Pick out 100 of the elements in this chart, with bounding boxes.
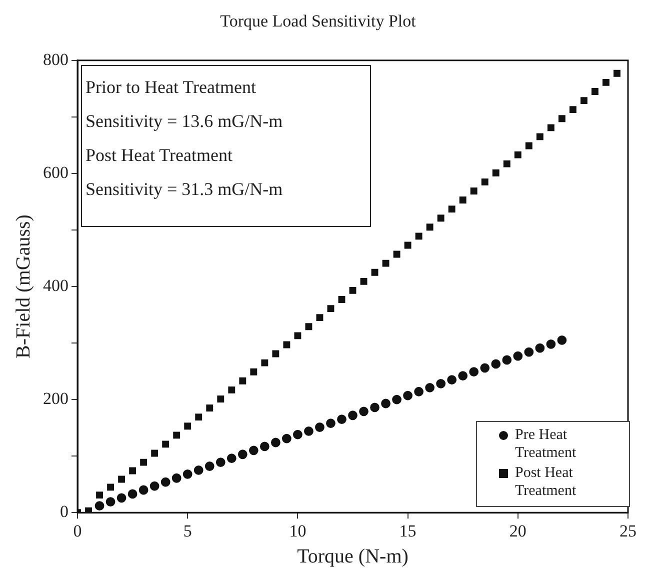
point xyxy=(129,467,136,474)
point xyxy=(261,359,268,366)
annotation: Sensitivity = 13.6 mG/N-m xyxy=(86,110,284,134)
point xyxy=(107,484,114,491)
point xyxy=(558,115,566,122)
point xyxy=(270,438,280,448)
point xyxy=(162,440,170,448)
point xyxy=(403,390,412,400)
x-tick-label: 15 xyxy=(399,521,416,540)
point xyxy=(116,493,126,503)
point xyxy=(393,250,400,258)
point xyxy=(524,347,534,357)
point xyxy=(592,88,598,95)
point xyxy=(381,398,390,408)
point xyxy=(392,394,402,404)
point xyxy=(206,404,214,412)
point xyxy=(195,414,202,421)
point xyxy=(359,406,368,416)
point xyxy=(448,206,456,213)
point xyxy=(217,396,224,402)
point xyxy=(436,379,446,388)
point xyxy=(503,160,510,168)
x-tick-label: 20 xyxy=(509,521,526,540)
point xyxy=(338,296,346,303)
point xyxy=(569,106,576,114)
x-tick-label: 25 xyxy=(620,521,636,540)
point xyxy=(283,341,290,348)
point xyxy=(239,377,246,384)
point xyxy=(85,507,92,513)
point xyxy=(226,454,236,464)
point xyxy=(614,70,620,77)
point xyxy=(370,402,380,412)
point xyxy=(425,382,435,392)
point xyxy=(216,458,226,467)
x-tick-label: 10 xyxy=(289,521,306,540)
point xyxy=(414,386,424,396)
point xyxy=(304,426,314,436)
y-axis-title: B-Field (mGauss) xyxy=(12,214,34,358)
point xyxy=(491,359,501,369)
point xyxy=(238,450,248,460)
annotation: Prior to Heat Treatment xyxy=(86,76,257,100)
point xyxy=(492,169,500,176)
point xyxy=(602,78,610,86)
point xyxy=(316,314,324,322)
point xyxy=(305,323,312,330)
point xyxy=(469,367,479,377)
y-tick-label: 0 xyxy=(60,502,68,522)
point xyxy=(514,151,522,158)
point xyxy=(480,363,490,373)
point xyxy=(96,492,103,499)
point xyxy=(282,434,292,444)
point xyxy=(349,286,356,294)
point xyxy=(194,466,204,475)
point xyxy=(547,124,554,132)
point xyxy=(160,477,170,487)
legend-label: Pre Heat Treatment xyxy=(515,426,578,462)
point xyxy=(525,142,532,150)
point xyxy=(118,476,126,483)
point xyxy=(426,224,434,231)
point xyxy=(481,178,488,186)
chart-title: Torque Load Sensitivity Plot xyxy=(220,12,416,31)
point xyxy=(382,260,390,267)
point xyxy=(106,497,116,507)
point xyxy=(294,332,302,340)
point xyxy=(150,481,160,491)
point xyxy=(140,458,148,466)
y-tick-label: 600 xyxy=(43,162,68,182)
point xyxy=(580,97,588,104)
x-tick-label: 0 xyxy=(73,521,82,540)
point xyxy=(172,473,182,483)
point xyxy=(557,336,567,345)
point xyxy=(437,214,444,222)
point xyxy=(250,368,258,376)
point xyxy=(415,232,422,240)
point xyxy=(535,343,545,353)
point xyxy=(128,489,138,499)
point xyxy=(327,305,334,312)
annotation: Sensitivity = 31.3 mG/N-m xyxy=(86,178,284,202)
y-tick-label: 800 xyxy=(43,50,68,69)
annotation: Post Heat Treatment xyxy=(86,144,234,168)
point xyxy=(260,442,270,452)
point xyxy=(447,375,457,384)
point xyxy=(184,422,192,430)
y-tick-label: 200 xyxy=(43,389,68,408)
point xyxy=(293,430,302,440)
point xyxy=(536,133,544,140)
point xyxy=(272,350,280,358)
point xyxy=(502,355,512,365)
point xyxy=(348,410,358,420)
point xyxy=(248,446,258,456)
point xyxy=(513,351,523,361)
point xyxy=(138,485,148,495)
point xyxy=(315,422,324,432)
point xyxy=(326,418,336,428)
point xyxy=(204,462,214,471)
point xyxy=(470,188,478,194)
point xyxy=(151,450,158,457)
x-tick-label: 5 xyxy=(183,521,192,540)
point xyxy=(459,196,466,204)
point xyxy=(337,414,346,424)
